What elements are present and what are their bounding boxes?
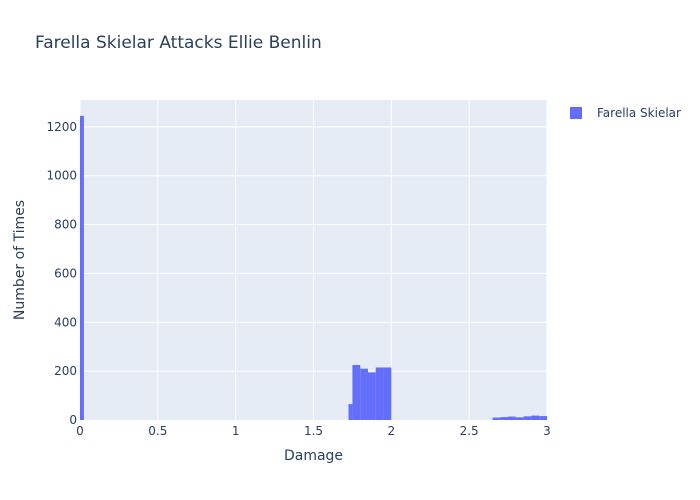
y-tick-label: 400 <box>54 315 77 329</box>
x-tick-label: 1.5 <box>304 424 323 438</box>
histogram-bar[interactable] <box>383 367 392 420</box>
histogram-bar[interactable] <box>360 368 368 420</box>
y-axis-ticks: 0 200 400 600 800 1000 1200 <box>46 120 77 427</box>
histogram-bar[interactable] <box>492 417 501 420</box>
x-axis-title: Damage <box>284 448 343 464</box>
y-tick-label: 600 <box>54 266 77 280</box>
histogram-bar[interactable] <box>352 365 361 420</box>
y-axis-title: Number of Times <box>12 200 28 320</box>
chart-title: Farella Skielar Attacks Ellie Benlin <box>35 33 322 53</box>
x-tick-label: 3 <box>543 424 551 438</box>
histogram-bar[interactable] <box>508 416 516 420</box>
legend-swatch <box>570 107 582 119</box>
histogram-bar[interactable] <box>539 416 547 420</box>
histogram-bar[interactable] <box>500 417 509 420</box>
x-tick-label: 1 <box>232 424 240 438</box>
histogram-bar[interactable] <box>348 404 353 420</box>
x-tick-label: 2.5 <box>460 424 479 438</box>
bars <box>80 115 547 420</box>
x-tick-label: 0.5 <box>148 424 167 438</box>
histogram-bar[interactable] <box>367 372 376 420</box>
histogram-bar[interactable] <box>523 416 532 420</box>
histogram-bar[interactable] <box>375 367 384 420</box>
histogram-bar[interactable] <box>531 415 540 420</box>
y-tick-label: 800 <box>54 218 77 232</box>
x-tick-label: 0 <box>76 424 84 438</box>
x-tick-label: 2 <box>388 424 396 438</box>
y-tick-label: 0 <box>69 413 77 427</box>
y-tick-label: 1200 <box>46 120 77 134</box>
y-tick-label: 200 <box>54 364 77 378</box>
histogram-bar[interactable] <box>80 115 84 420</box>
y-tick-label: 1000 <box>46 169 77 183</box>
x-axis-ticks: 0 0.5 1 1.5 2 2.5 3 <box>76 424 551 438</box>
legend-label: Farella Skielar <box>597 106 681 120</box>
legend[interactable]: Farella Skielar <box>570 106 681 120</box>
histogram-bar[interactable] <box>515 417 524 420</box>
